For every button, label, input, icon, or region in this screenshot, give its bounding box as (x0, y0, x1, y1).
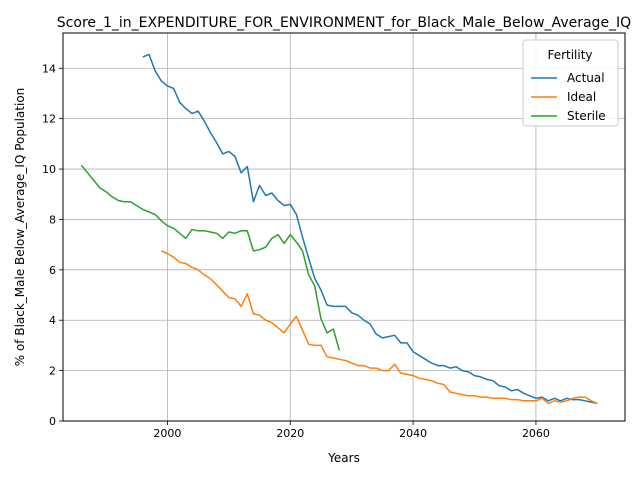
series-line-actual (142, 53, 598, 405)
legend-box (522, 39, 619, 127)
y-axis-label: % of Black_Male Below_Average_IQ Populat… (13, 88, 27, 367)
legend: Fertility Actual Ideal Sterile (522, 39, 619, 127)
legend-label-sterile: Sterile (567, 109, 606, 123)
x-tick-label: 2000 (153, 427, 181, 440)
y-tick-label: 12 (42, 113, 56, 126)
y-tick-label: 4 (49, 314, 56, 327)
series-line-sterile (80, 164, 341, 351)
plot-frame (62, 32, 626, 422)
axis-ticks: 2000 2020 2040 2060 0 2 4 6 8 10 12 14 (42, 62, 550, 440)
x-tick-label: 2040 (399, 427, 427, 440)
series-line-ideal (161, 250, 598, 405)
y-tick-label: 0 (49, 415, 56, 428)
legend-entries: Actual Ideal Sterile (531, 71, 606, 123)
y-tick-label: 2 (49, 365, 56, 378)
legend-label-actual: Actual (567, 71, 605, 85)
legend-title: Fertility (547, 48, 592, 62)
chart-title: Score_1_in_EXPENDITURE_FOR_ENVIRONMENT_f… (57, 15, 631, 31)
y-tick-label: 10 (42, 163, 56, 176)
y-tick-label: 14 (42, 62, 56, 75)
x-tick-label: 2060 (522, 427, 550, 440)
x-axis-label: Years (327, 451, 360, 465)
x-tick-label: 2020 (276, 427, 304, 440)
y-tick-label: 6 (49, 264, 56, 277)
legend-label-ideal: Ideal (567, 90, 596, 104)
series-lines (80, 53, 598, 405)
y-tick-label: 8 (49, 213, 56, 226)
